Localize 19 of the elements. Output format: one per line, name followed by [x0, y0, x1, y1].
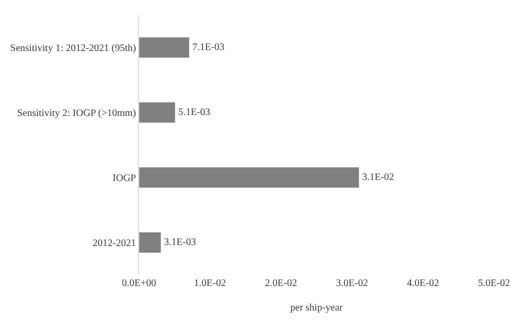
data-label: 7.1E-03 [192, 42, 224, 53]
data-label: 3.1E-03 [164, 237, 196, 248]
x-tick-label: 0.0E+00 [122, 278, 156, 289]
x-tick-label: 1.0E-02 [194, 278, 226, 289]
y-tick-label: IOGP [112, 173, 136, 184]
bar [139, 166, 360, 188]
data-label: 3.1E-02 [362, 172, 394, 183]
x-tick-label: 4.0E-02 [407, 278, 439, 289]
bar [139, 36, 190, 58]
x-tick-label: 5.0E-02 [478, 278, 510, 289]
data-label: 5.1E-03 [178, 107, 210, 118]
y-tick-label: Sensitivity 2: IOGP (>10mm) [17, 108, 136, 119]
x-axis-title: per ship-year [290, 302, 344, 314]
bar [139, 232, 162, 254]
y-tick-label: 2012-2021 [92, 238, 136, 249]
y-tick-label: Sensitivity 1: 2012-2021 (95th) [10, 43, 136, 54]
x-tick-label: 3.0E-02 [336, 278, 368, 289]
bar [139, 102, 176, 124]
x-tick-label: 2.0E-02 [265, 278, 297, 289]
